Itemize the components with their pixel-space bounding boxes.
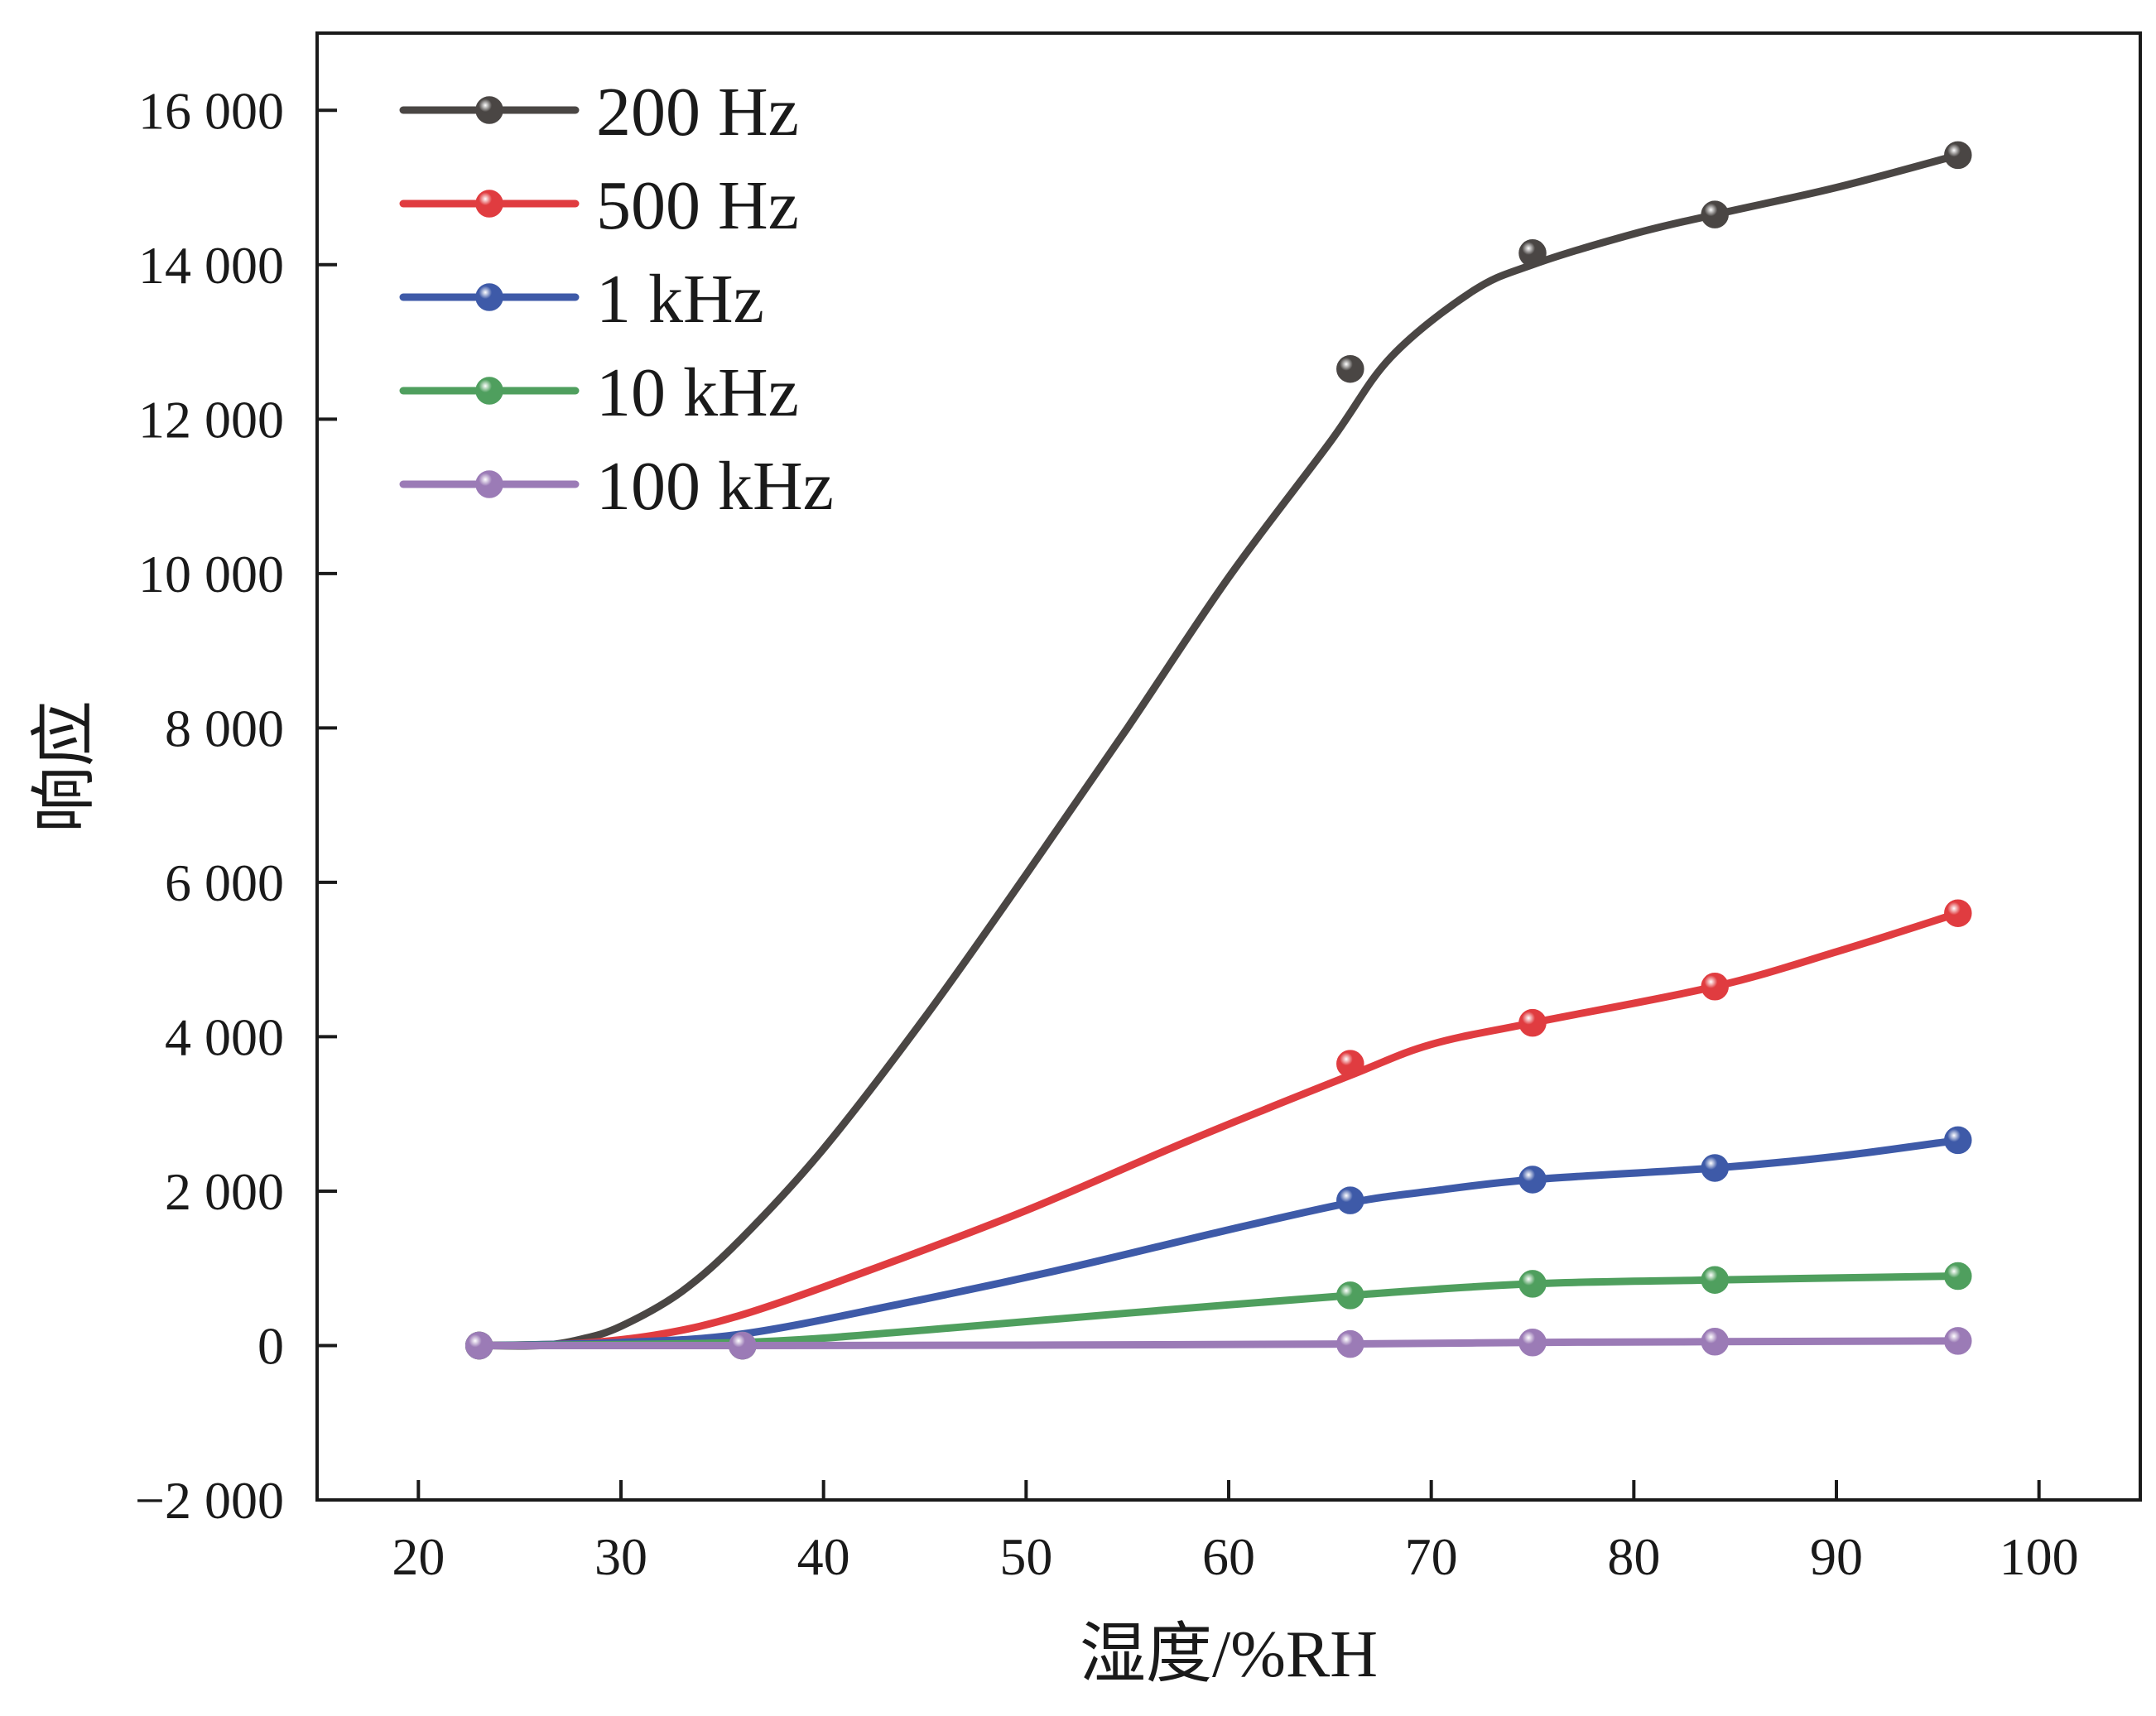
legend-item: 500 Hz [399, 167, 799, 244]
data-point [1336, 354, 1364, 383]
x-axis-title: 湿度/%RH [1080, 1618, 1378, 1691]
data-point [1701, 200, 1729, 228]
y-tick-label: −2 000 [135, 1471, 284, 1530]
y-tick-label: 12 000 [138, 390, 284, 449]
series-layer [464, 141, 1972, 1360]
data-point [1336, 1329, 1364, 1358]
y-tick-label: 0 [257, 1316, 284, 1375]
y-tick-label: 16 000 [138, 81, 284, 140]
data-point [1518, 1008, 1547, 1037]
legend-label: 100 kHz [596, 448, 834, 525]
y-axis-title: 响应 [29, 700, 102, 833]
legend-marker [475, 190, 503, 218]
series-100-khz [464, 1327, 1972, 1360]
x-tick-label: 50 [999, 1527, 1052, 1586]
data-point [1336, 1050, 1364, 1078]
data-point [464, 1331, 493, 1360]
legend-marker [475, 377, 503, 405]
y-tick-label: 4 000 [165, 1007, 284, 1066]
data-point [1518, 1166, 1547, 1194]
y-tick-label: 8 000 [165, 699, 284, 757]
data-point [1944, 1262, 1972, 1291]
legend-label: 200 Hz [596, 74, 799, 151]
data-point [1944, 141, 1972, 170]
legend-marker [475, 96, 503, 124]
legend-item: 200 Hz [399, 74, 799, 151]
x-tick-label: 40 [797, 1527, 850, 1586]
data-point [1336, 1186, 1364, 1214]
axes-layer: 20 30 40 50 60 70 80 90 100 −2 000 0 2 000 4 000 6 00… [135, 31, 2142, 1586]
data-point [1336, 1281, 1364, 1310]
x-tick-label: 60 [1202, 1527, 1255, 1586]
legend: 200 Hz 500 Hz 1 kHz 10 kHz 100 kHz [399, 74, 834, 525]
x-tick-label: 30 [594, 1527, 647, 1586]
legend-item: 100 kHz [399, 448, 834, 525]
x-tick-label: 100 [2000, 1527, 2079, 1586]
data-point [1944, 1327, 1972, 1355]
x-tick-label: 90 [1810, 1527, 1863, 1586]
legend-item: 10 kHz [399, 354, 799, 431]
data-point [1701, 1328, 1729, 1356]
y-tick-label: 10 000 [138, 545, 284, 603]
legend-label: 500 Hz [596, 167, 799, 244]
data-point [1944, 899, 1972, 927]
series-line [475, 151, 1962, 1350]
x-tick-label: 20 [392, 1527, 445, 1586]
legend-item: 1 kHz [399, 261, 764, 338]
data-point [1518, 1328, 1547, 1357]
y-tick-label: 2 000 [165, 1162, 284, 1221]
x-tick-label: 80 [1607, 1527, 1660, 1586]
data-point [1518, 239, 1547, 267]
data-point [1518, 1270, 1547, 1298]
legend-label: 1 kHz [596, 261, 764, 338]
data-point [1701, 1266, 1729, 1294]
x-tick-label: 70 [1405, 1527, 1458, 1586]
legend-marker [475, 283, 503, 311]
y-tick-label: 6 000 [165, 853, 284, 912]
data-point [729, 1331, 757, 1360]
data-point [1701, 1154, 1729, 1182]
legend-marker [475, 470, 503, 498]
data-point [1701, 973, 1729, 1001]
legend-label: 10 kHz [596, 354, 799, 431]
y-tick-label: 14 000 [138, 236, 284, 295]
data-point [1944, 1126, 1972, 1155]
